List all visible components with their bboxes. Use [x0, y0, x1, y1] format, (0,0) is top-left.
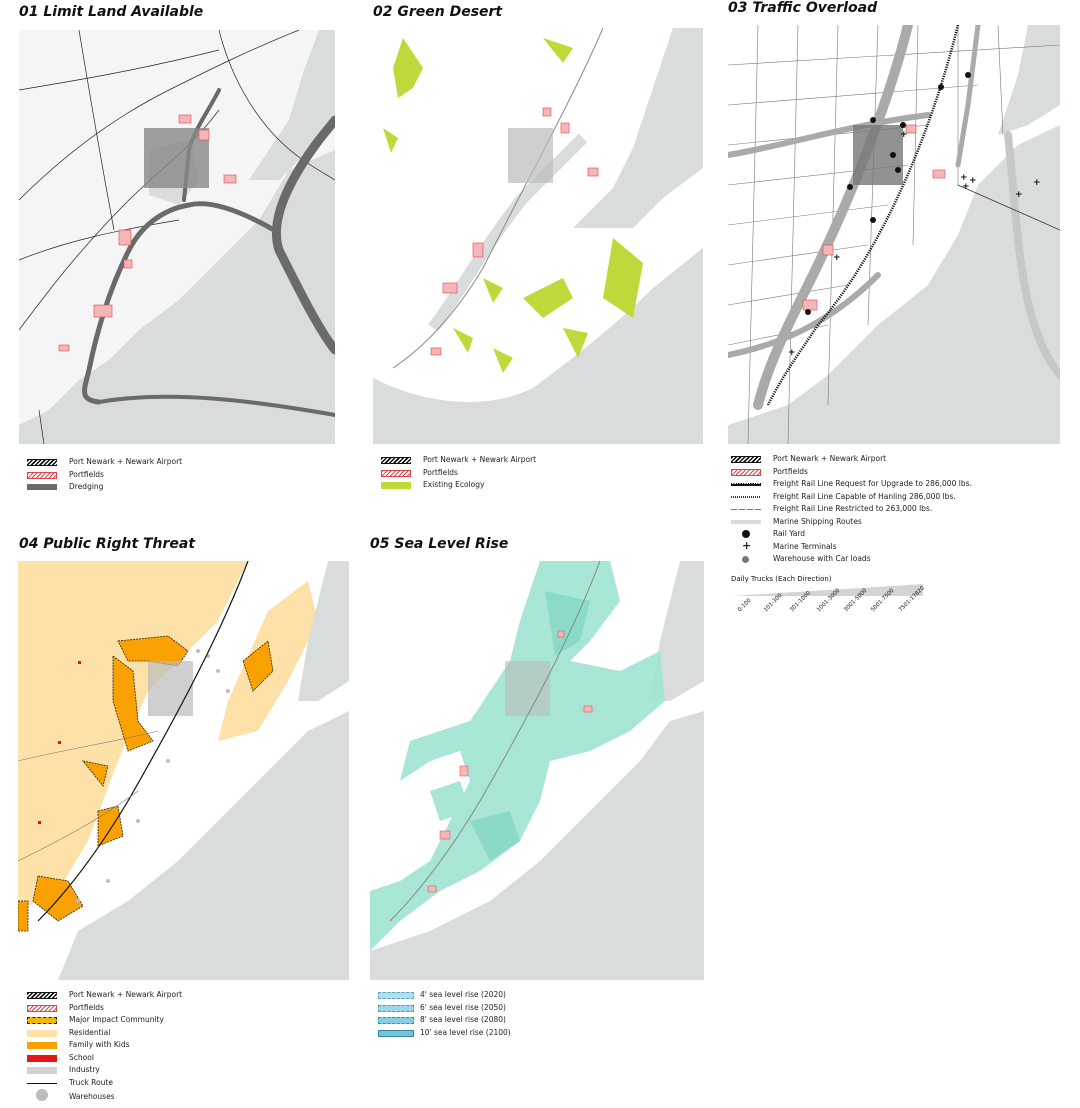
portfields-swatch: [731, 468, 761, 476]
map-public-right: [18, 561, 349, 980]
portfields-swatch: [381, 469, 411, 477]
impact-swatch: [27, 1017, 57, 1024]
svg-text:+: +: [1033, 178, 1041, 188]
svg-text:+: +: [900, 130, 908, 140]
svg-text:+: +: [969, 176, 977, 186]
rail-capable-swatch: [731, 495, 761, 498]
warehouse-icon: [36, 1089, 48, 1101]
warehouse-icon: [742, 556, 749, 563]
slr-2050-swatch: [378, 1004, 414, 1012]
rail-upgrade-swatch: [731, 483, 761, 486]
map-green-desert: [373, 28, 703, 444]
ecology-swatch: [381, 482, 411, 489]
port-swatch: [27, 992, 57, 999]
svg-text:+: +: [833, 253, 841, 263]
truck-scale-title: Daily Trucks (Each Direction): [731, 575, 832, 583]
shipping-swatch: [731, 519, 761, 524]
marine-terminal-icon: +: [742, 538, 752, 552]
rail-restricted-swatch: [731, 508, 761, 510]
port-swatch: [731, 456, 761, 463]
portfields-swatch: [27, 1004, 57, 1012]
map-limit-land: [19, 30, 335, 444]
port-swatch: [27, 459, 57, 466]
rail-yard-icon: [742, 530, 750, 538]
map-traffic-overload: + + + + + + + +: [728, 25, 1060, 444]
panel-title-public-right: 04 Public Right Threat: [19, 536, 196, 552]
svg-text:+: +: [1015, 190, 1023, 200]
truck-route-swatch: [27, 1082, 57, 1084]
panel-title-limit-land: 01 Limit Land Available: [19, 4, 204, 20]
truck-scale-wedge: [731, 584, 923, 596]
svg-text:+: +: [962, 182, 970, 192]
svg-text:+: +: [788, 348, 796, 358]
dredging-swatch: [27, 484, 57, 490]
panel-title-traffic-overload: 03 Traffic Overload: [728, 0, 878, 16]
school-swatch: [27, 1054, 57, 1062]
panel-title-sea-level: 05 Sea Level Rise: [370, 536, 509, 552]
portfields-swatch: [27, 471, 57, 479]
family-swatch: [27, 1042, 57, 1049]
residential-swatch: [27, 1029, 57, 1037]
map-sea-level: [370, 561, 704, 980]
panel-title-green-desert: 02 Green Desert: [373, 4, 503, 20]
svg-text:+: +: [960, 173, 968, 183]
slr-2080-swatch: [378, 1017, 414, 1024]
port-swatch: [381, 457, 411, 464]
industry-swatch: [27, 1067, 57, 1074]
slr-2020-swatch: [378, 992, 414, 999]
slr-2100-swatch: [378, 1029, 414, 1037]
scale-tick: 0-100: [737, 597, 753, 614]
